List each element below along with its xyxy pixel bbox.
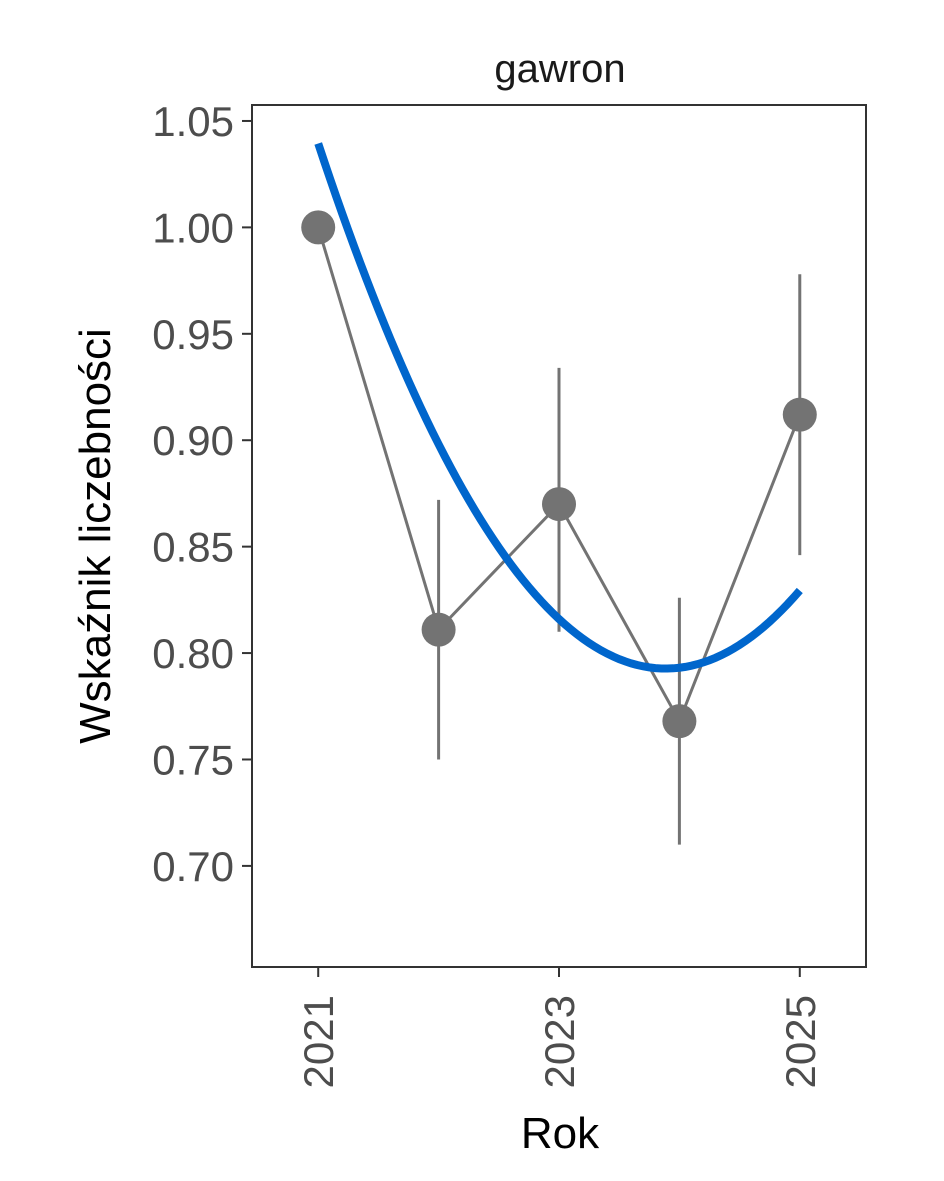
data-point [662, 704, 697, 739]
data-point [782, 397, 817, 432]
y-tick-label: 1.05 [152, 98, 234, 145]
y-axis: 0.70 0.75 0.80 0.85 0.90 0.95 1.00 1.05 [152, 98, 252, 890]
y-tick-label: 0.90 [152, 417, 234, 464]
x-tick-label: 2023 [536, 995, 583, 1088]
y-tick-label: 0.80 [152, 630, 234, 677]
y-tick-label: 0.85 [152, 524, 234, 571]
y-tick-label: 0.95 [152, 311, 234, 358]
x-tick-label: 2025 [777, 995, 824, 1088]
chart-title: gawron [494, 47, 625, 91]
y-tick-label: 0.70 [152, 843, 234, 890]
x-axis: 2021 2023 2025 [295, 967, 824, 1088]
data-point [421, 612, 456, 647]
trend-curve [314, 142, 803, 673]
x-axis-title: Rok [521, 1109, 600, 1158]
y-axis-title: Wskaźnik liczebności [71, 328, 120, 744]
chart-marks [301, 142, 817, 845]
x-tick-label: 2021 [295, 995, 342, 1088]
y-tick-label: 1.00 [152, 204, 234, 251]
data-point [542, 487, 576, 522]
y-tick-label: 0.75 [152, 736, 234, 783]
data-point [301, 210, 336, 245]
